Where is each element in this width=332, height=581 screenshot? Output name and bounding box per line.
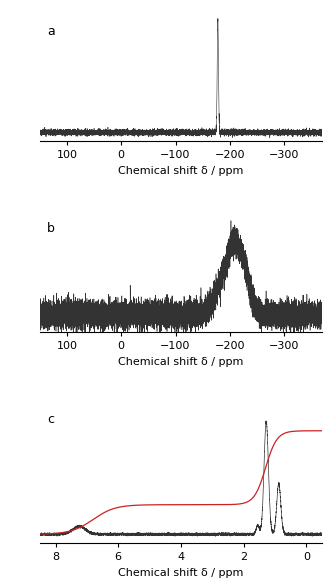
Text: c: c bbox=[47, 413, 54, 426]
Text: a: a bbox=[47, 24, 55, 38]
X-axis label: Chemical shift δ / ppm: Chemical shift δ / ppm bbox=[118, 166, 244, 176]
Text: b: b bbox=[47, 222, 55, 235]
X-axis label: Chemical shift δ / ppm: Chemical shift δ / ppm bbox=[118, 568, 244, 578]
X-axis label: Chemical shift δ / ppm: Chemical shift δ / ppm bbox=[118, 357, 244, 367]
